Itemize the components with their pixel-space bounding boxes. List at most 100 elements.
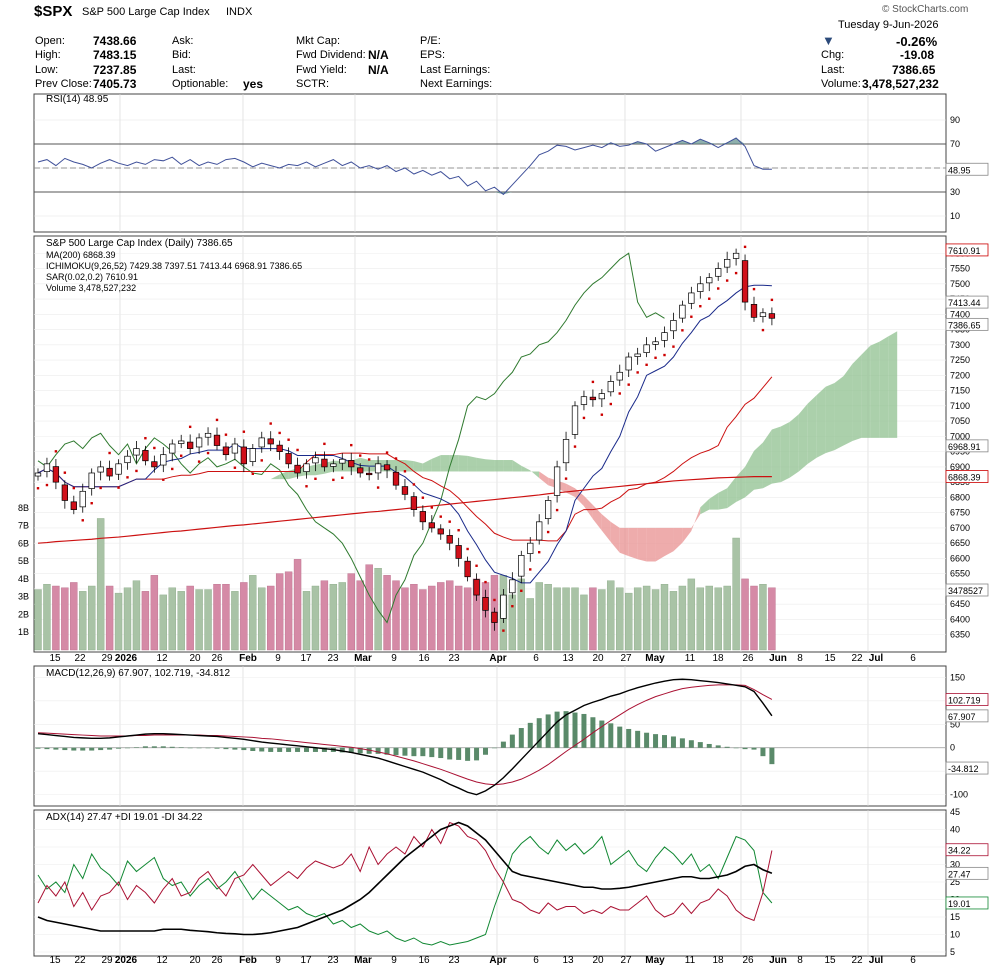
macd-histogram-bar	[635, 730, 641, 748]
price-tick: 7550	[950, 264, 970, 274]
volume-bar	[562, 587, 570, 651]
change-pct: -0.26%	[896, 34, 938, 49]
tenkan-label: 7413.44	[948, 298, 981, 308]
volume-bar	[43, 584, 51, 651]
sar-dot	[717, 287, 720, 290]
volume-bar	[132, 580, 141, 651]
candle-body	[160, 454, 167, 466]
volume-bar	[580, 594, 588, 651]
macd-histogram-bar	[80, 747, 86, 751]
macd-histogram-bar	[286, 747, 292, 752]
sar-dot	[224, 433, 228, 436]
macd-histogram-bar	[366, 747, 372, 754]
volume-bar	[696, 587, 704, 651]
volume-bar	[249, 575, 257, 651]
sar-dot	[448, 520, 451, 523]
x-tick-label: 23	[448, 955, 460, 966]
ichimoku-cloud	[745, 450, 754, 498]
macd-last-label-box	[945, 709, 989, 723]
x-tick-label: 6	[910, 955, 916, 966]
sar-dot	[743, 245, 747, 249]
x-tick-label: Feb	[239, 653, 257, 664]
x-tick-label: 13	[562, 653, 574, 664]
volume-bar	[123, 587, 132, 651]
candle-body	[52, 466, 60, 483]
macd-histogram-bar	[151, 746, 157, 748]
volume-bar	[204, 589, 212, 651]
candle-body	[679, 304, 686, 319]
sar-dot	[484, 580, 487, 584]
price-title: S&P 500 Large Cap Index (Daily) 7386.65	[46, 238, 233, 249]
candle-body	[750, 304, 758, 318]
sar-dot	[690, 315, 693, 318]
sar-dot	[609, 402, 612, 406]
sar-dot	[269, 422, 272, 425]
volume-bar	[213, 584, 221, 651]
x-tick-label: 15	[824, 653, 836, 664]
sar-dot	[403, 470, 407, 473]
adx-tick: 30	[950, 860, 960, 870]
ichimoku-cloud	[780, 421, 790, 483]
candle-body	[392, 471, 400, 486]
candle-body	[97, 466, 104, 473]
sar-dot	[430, 506, 433, 509]
date: Tuesday 9-Jun-2026	[838, 19, 939, 31]
price-tick: 7100	[950, 401, 970, 411]
ichimoku-cloud	[539, 471, 549, 486]
sar-dot	[215, 418, 219, 422]
volume-bar	[517, 578, 525, 651]
volume-last-label-box	[945, 583, 989, 597]
x-axes: 15 22 29 2026 12 20 26 Feb 9 17 23 Mar 9 16 23 Apr 6 13 20…	[49, 653, 916, 966]
macd-histogram-bar	[393, 747, 399, 756]
pe-label: P/E:	[420, 35, 441, 47]
volume-bar	[759, 584, 767, 651]
ichimoku-cloud	[754, 442, 763, 490]
down-arrow-icon: ▼	[822, 33, 835, 48]
sar-dot	[591, 380, 595, 384]
x-tick-label: 27	[620, 653, 632, 664]
ichimoku-cloud	[861, 345, 871, 438]
x-tick-label: 12	[156, 955, 168, 966]
price-tick: 6900	[950, 462, 970, 472]
high-label: High:	[35, 49, 61, 61]
ichimoku-cloud	[619, 527, 629, 557]
ichimoku-cloud	[843, 363, 853, 446]
macd-histogram-bar	[357, 747, 363, 754]
ichimoku-cloud	[664, 527, 674, 557]
prev-close-label: Prev Close:	[35, 78, 92, 90]
ichimoku-cloud	[736, 466, 746, 502]
price-tick: 7050	[950, 416, 970, 426]
volume-bar	[240, 582, 248, 651]
macd-title: MACD(12,26,9) 67.907, 102.719, -34.812	[46, 668, 230, 679]
macd-histogram-bar	[35, 747, 41, 749]
plus-di-line	[37, 835, 773, 946]
volume-label: Volume:	[821, 78, 861, 90]
sar-dot	[260, 459, 263, 462]
candle-body	[616, 371, 623, 381]
x-tick-label: 9	[391, 653, 397, 664]
ichimoku-cloud	[610, 521, 620, 553]
macd-histogram-bar	[429, 747, 435, 758]
volume-tick: 3B	[18, 592, 29, 602]
legend-ichimoku: ICHIMOKU(9,26,52) 7429.38 7397.51 7413.4…	[46, 261, 302, 271]
sar-dot	[636, 371, 639, 374]
ichimoku-cloud	[870, 341, 880, 438]
prev-close-value: 7405.73	[93, 77, 137, 91]
x-tick-label: 29	[101, 955, 113, 966]
volume-bar	[267, 585, 275, 651]
quote-header: $SPX S&P 500 Large Cap Index INDX © Stoc…	[0, 0, 990, 96]
volume-bar	[87, 585, 96, 651]
macd-histogram-bar	[107, 747, 113, 750]
volume-bar	[419, 589, 427, 651]
ichimoku-cloud	[601, 514, 611, 543]
x-tick-label: 8	[797, 653, 803, 664]
x-tick-label: 20	[592, 653, 604, 664]
macd-histogram-bar	[697, 742, 703, 748]
adx-title: ADX(14) 27.47 +DI 19.01 -DI 34.22	[46, 812, 203, 823]
fwd-dividend-value: N/A	[368, 48, 389, 62]
price-tick: 6600	[950, 553, 970, 563]
volume-bar	[186, 585, 194, 651]
kijun-label: 6968.91	[948, 442, 981, 452]
macd-histogram-bar	[769, 747, 775, 765]
